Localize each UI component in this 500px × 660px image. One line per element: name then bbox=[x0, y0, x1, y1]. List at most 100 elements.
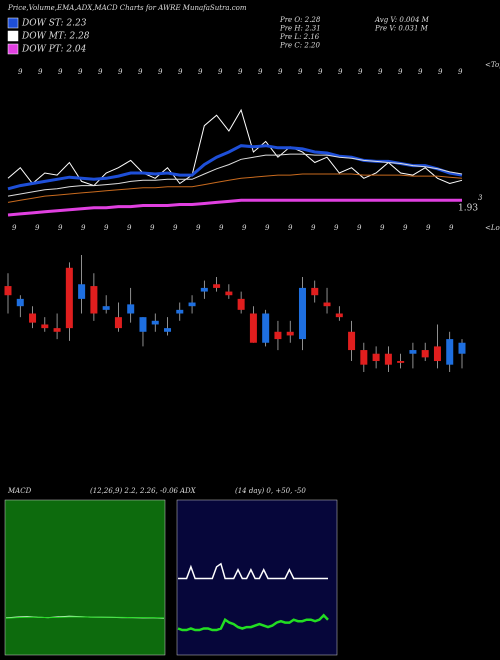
candle-body bbox=[446, 339, 454, 365]
top-mark: 9 bbox=[318, 68, 323, 76]
top-mark: 9 bbox=[418, 68, 423, 76]
candle-body bbox=[433, 346, 441, 362]
tops-label: <Tops bbox=[485, 61, 500, 69]
top-mark: 9 bbox=[338, 68, 343, 76]
chart-title: Price,Volume,EMA,ADX,MACD Charts for AWR… bbox=[7, 4, 247, 12]
low-mark: 9 bbox=[81, 224, 86, 232]
top-mark: 9 bbox=[378, 68, 383, 76]
candle-body bbox=[311, 287, 319, 296]
low-mark: 9 bbox=[426, 224, 431, 232]
low-mark: 9 bbox=[150, 224, 155, 232]
macd-label: MACD bbox=[7, 487, 32, 495]
candle-body bbox=[65, 267, 73, 329]
candle-body bbox=[458, 342, 466, 354]
candle-body bbox=[188, 302, 196, 307]
low-mark: 9 bbox=[196, 224, 201, 232]
candle-body bbox=[164, 328, 172, 332]
volume-stat: Avg V: 0.004 M bbox=[374, 16, 430, 24]
candle-body bbox=[114, 317, 122, 329]
macd-panel bbox=[4, 499, 166, 656]
candle-body bbox=[4, 286, 12, 296]
candle-body bbox=[225, 291, 233, 296]
candle-body bbox=[421, 350, 429, 358]
top-mark: 9 bbox=[158, 68, 163, 76]
legend-label: DOW MT: 2.28 bbox=[21, 32, 90, 42]
candle-body bbox=[348, 331, 356, 351]
candle-body bbox=[298, 287, 306, 340]
price-line bbox=[7, 173, 463, 203]
low-mark: 9 bbox=[12, 224, 17, 232]
candle-body bbox=[78, 284, 86, 299]
top-mark: 9 bbox=[238, 68, 243, 76]
low-mark: 9 bbox=[127, 224, 132, 232]
candle-body bbox=[372, 353, 380, 362]
candle-body bbox=[286, 331, 294, 336]
candle-body bbox=[397, 361, 405, 363]
candle-body bbox=[237, 298, 245, 310]
top-mark: 9 bbox=[258, 68, 263, 76]
top-mark: 9 bbox=[398, 68, 403, 76]
low-mark: 9 bbox=[449, 224, 454, 232]
top-mark: 9 bbox=[218, 68, 223, 76]
candle-body bbox=[262, 313, 270, 343]
candle-body bbox=[102, 306, 110, 310]
top-mark: 9 bbox=[98, 68, 103, 76]
top-mark: 9 bbox=[178, 68, 183, 76]
candle-body bbox=[176, 309, 184, 314]
adx-line bbox=[177, 613, 329, 632]
low-mark: 9 bbox=[219, 224, 224, 232]
low-mark: 9 bbox=[173, 224, 178, 232]
adx-params: (14 day) 0, +50, -50 bbox=[235, 487, 306, 495]
low-mark: 9 bbox=[288, 224, 293, 232]
candle-body bbox=[335, 313, 343, 318]
adx-line bbox=[178, 562, 328, 580]
adx-label: ADX bbox=[179, 487, 197, 495]
candle-body bbox=[409, 350, 417, 354]
low-mark: 9 bbox=[242, 224, 247, 232]
low-mark: 9 bbox=[58, 224, 63, 232]
candle-body bbox=[360, 350, 368, 365]
top-mark: 9 bbox=[138, 68, 143, 76]
price-line bbox=[7, 153, 463, 197]
low-mark: 9 bbox=[403, 224, 408, 232]
top-mark: 9 bbox=[58, 68, 63, 76]
price-line bbox=[7, 108, 463, 187]
lows-label: <Lows bbox=[485, 224, 500, 232]
stat: Pre O: 2.28 bbox=[279, 16, 321, 24]
candle-body bbox=[139, 317, 147, 332]
volume-stat: Pre V: 0.031 M bbox=[374, 25, 429, 33]
candle-body bbox=[200, 287, 208, 292]
top-mark: 9 bbox=[438, 68, 443, 76]
candle-body bbox=[90, 286, 98, 314]
candle-body bbox=[151, 320, 159, 325]
candle-body bbox=[249, 313, 257, 343]
price-line bbox=[7, 144, 463, 191]
candle-body bbox=[16, 298, 24, 307]
top-mark: 9 bbox=[198, 68, 203, 76]
low-mark: 9 bbox=[265, 224, 270, 232]
stat: Pre C: 2.20 bbox=[279, 42, 320, 50]
adx-panel bbox=[176, 499, 338, 656]
top-mark: 9 bbox=[38, 68, 43, 76]
top-mark: 9 bbox=[78, 68, 83, 76]
candle-body bbox=[213, 284, 221, 288]
side-label: 3 bbox=[478, 194, 483, 202]
legend-swatch bbox=[7, 17, 19, 29]
candle-body bbox=[53, 328, 61, 332]
low-mark: 9 bbox=[334, 224, 339, 232]
low-mark: 9 bbox=[35, 224, 40, 232]
candle-body bbox=[274, 331, 282, 340]
price-label: 1.93 bbox=[458, 204, 478, 214]
candle-body bbox=[41, 324, 49, 329]
top-mark: 9 bbox=[18, 68, 23, 76]
legend-label: DOW PT: 2.04 bbox=[21, 45, 87, 55]
price-line bbox=[7, 198, 462, 217]
top-mark: 9 bbox=[118, 68, 123, 76]
legend-swatch bbox=[7, 43, 19, 55]
low-mark: 9 bbox=[357, 224, 362, 232]
candle-body bbox=[323, 302, 331, 307]
top-mark: 9 bbox=[298, 68, 303, 76]
stat: Pre H: 2.31 bbox=[279, 25, 321, 33]
candle-body bbox=[29, 313, 37, 323]
